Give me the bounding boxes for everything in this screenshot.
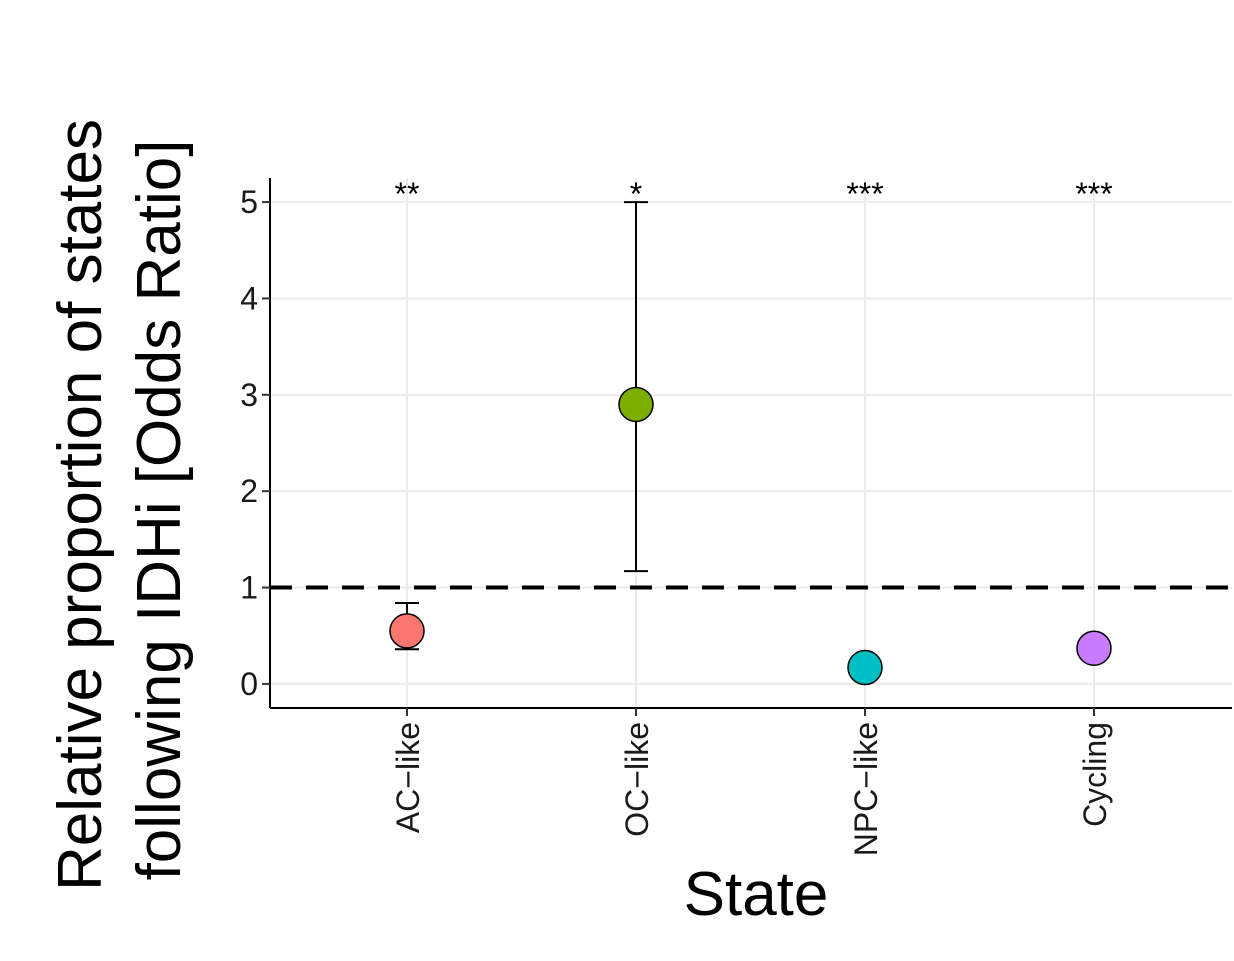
y-tick-labels: 0 1 2 3 4 5 (240, 184, 258, 702)
y-tick-label: 5 (240, 184, 258, 220)
x-tick-label: Cycling (1077, 722, 1113, 827)
significance-label: ** (395, 176, 420, 212)
x-tick-label: NPC−like (848, 722, 884, 856)
y-axis-title-line-1: Relative proportion of states (46, 119, 115, 891)
data-point (389, 613, 425, 649)
y-tick-label: 2 (240, 473, 258, 509)
x-tick-label: OC−like (619, 722, 655, 837)
y-tick-label: 1 (240, 570, 258, 606)
y-tick-label: 4 (240, 280, 258, 316)
y-tick-label: 3 (240, 377, 258, 413)
data-point (1076, 630, 1112, 667)
x-axis-title: State (684, 860, 829, 929)
y-tick-label: 0 (240, 666, 258, 702)
significance-label: * (630, 176, 642, 212)
data-point (618, 386, 654, 423)
x-tick-label: AC−like (390, 722, 426, 833)
x-tick-labels: AC−like OC−like NPC−like Cycling (390, 722, 1113, 856)
significance-labels: ** * *** *** (395, 176, 1113, 212)
data-point (847, 649, 883, 686)
axes (262, 178, 1232, 716)
error-bars (395, 201, 1106, 676)
significance-label: *** (846, 176, 883, 212)
significance-label: *** (1075, 176, 1112, 212)
data-points (389, 386, 1112, 686)
y-axis-title-line-2: following IDHi [Odds Ratio] (125, 140, 194, 881)
